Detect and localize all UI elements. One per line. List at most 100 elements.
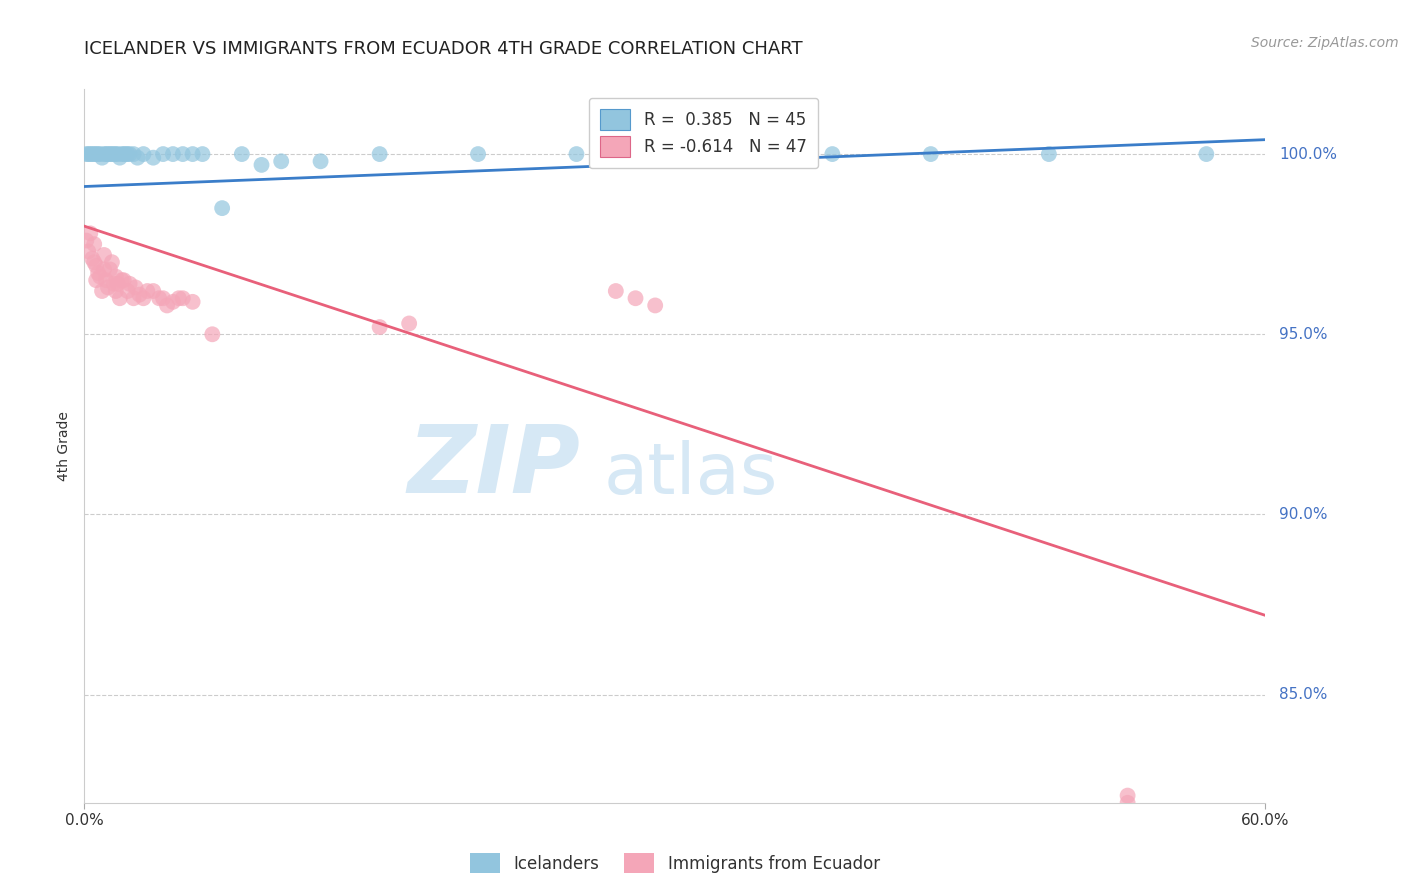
Point bbox=[152, 291, 174, 305]
Point bbox=[1116, 796, 1139, 810]
Point bbox=[82, 147, 104, 161]
Point bbox=[98, 262, 121, 277]
Point bbox=[114, 147, 136, 161]
Point bbox=[93, 248, 115, 262]
Text: 90.0%: 90.0% bbox=[1279, 507, 1327, 522]
Point bbox=[104, 284, 127, 298]
Point bbox=[111, 147, 134, 161]
Point bbox=[75, 234, 97, 248]
Point bbox=[664, 147, 686, 161]
Point bbox=[467, 147, 489, 161]
Point bbox=[231, 147, 253, 161]
Point bbox=[162, 294, 184, 309]
Point bbox=[821, 147, 844, 161]
Point bbox=[83, 255, 105, 269]
Point bbox=[172, 147, 194, 161]
Point bbox=[162, 147, 184, 161]
Point bbox=[132, 147, 155, 161]
Point bbox=[79, 227, 101, 241]
Point bbox=[368, 147, 391, 161]
Point bbox=[83, 237, 105, 252]
Point bbox=[148, 291, 170, 305]
Point bbox=[97, 147, 120, 161]
Point bbox=[91, 151, 114, 165]
Point bbox=[77, 244, 100, 259]
Point bbox=[136, 284, 159, 298]
Point bbox=[398, 317, 420, 331]
Point bbox=[201, 327, 224, 342]
Text: Source: ZipAtlas.com: Source: ZipAtlas.com bbox=[1251, 36, 1399, 50]
Point bbox=[84, 259, 107, 273]
Point bbox=[644, 298, 666, 312]
Point bbox=[624, 291, 647, 305]
Point bbox=[309, 154, 332, 169]
Point bbox=[368, 320, 391, 334]
Point bbox=[1038, 147, 1060, 161]
Text: atlas: atlas bbox=[605, 440, 779, 509]
Point bbox=[84, 273, 107, 287]
Text: ICELANDER VS IMMIGRANTS FROM ECUADOR 4TH GRADE CORRELATION CHART: ICELANDER VS IMMIGRANTS FROM ECUADOR 4TH… bbox=[84, 40, 803, 58]
Point bbox=[211, 201, 233, 215]
Point bbox=[91, 284, 114, 298]
Point bbox=[79, 147, 101, 161]
Text: ZIP: ZIP bbox=[408, 421, 581, 514]
Point bbox=[181, 147, 204, 161]
Point bbox=[93, 147, 115, 161]
Point bbox=[156, 298, 179, 312]
Point bbox=[77, 147, 100, 161]
Text: 100.0%: 100.0% bbox=[1279, 146, 1337, 161]
Point bbox=[112, 273, 135, 287]
Point bbox=[75, 147, 97, 161]
Point bbox=[84, 147, 107, 161]
Point bbox=[94, 273, 117, 287]
Point bbox=[270, 154, 292, 169]
Point bbox=[142, 284, 165, 298]
Point bbox=[152, 147, 174, 161]
Point bbox=[108, 151, 131, 165]
Point bbox=[118, 147, 141, 161]
Point bbox=[89, 269, 111, 284]
Point bbox=[97, 280, 120, 294]
Point bbox=[104, 147, 127, 161]
Point bbox=[108, 291, 131, 305]
Point bbox=[920, 147, 942, 161]
Point bbox=[87, 266, 110, 280]
Point bbox=[565, 147, 588, 161]
Point bbox=[111, 273, 134, 287]
Point bbox=[82, 252, 104, 266]
Point bbox=[101, 255, 124, 269]
Point bbox=[1195, 147, 1218, 161]
Point bbox=[104, 269, 127, 284]
Y-axis label: 4th Grade: 4th Grade bbox=[58, 411, 72, 481]
Point bbox=[181, 294, 204, 309]
Text: 95.0%: 95.0% bbox=[1279, 326, 1327, 342]
Point bbox=[103, 147, 125, 161]
Point bbox=[127, 151, 149, 165]
Point bbox=[112, 147, 135, 161]
Point bbox=[142, 151, 165, 165]
Point bbox=[103, 277, 125, 291]
Point bbox=[83, 147, 105, 161]
Point bbox=[124, 280, 146, 294]
Point bbox=[250, 158, 273, 172]
Point bbox=[605, 284, 627, 298]
Point bbox=[132, 291, 155, 305]
Point bbox=[118, 277, 141, 291]
Point bbox=[1116, 789, 1139, 803]
Legend: Icelanders, Immigrants from Ecuador: Icelanders, Immigrants from Ecuador bbox=[464, 847, 886, 880]
Point bbox=[98, 147, 121, 161]
Point bbox=[93, 262, 115, 277]
Point bbox=[107, 277, 129, 291]
Point bbox=[167, 291, 190, 305]
Point bbox=[117, 284, 139, 298]
Point bbox=[128, 287, 150, 301]
Point bbox=[87, 147, 110, 161]
Text: 85.0%: 85.0% bbox=[1279, 687, 1327, 702]
Point bbox=[172, 291, 194, 305]
Point bbox=[101, 147, 124, 161]
Point bbox=[191, 147, 214, 161]
Point bbox=[122, 147, 145, 161]
Point bbox=[117, 147, 139, 161]
Point bbox=[94, 147, 117, 161]
Point bbox=[122, 291, 145, 305]
